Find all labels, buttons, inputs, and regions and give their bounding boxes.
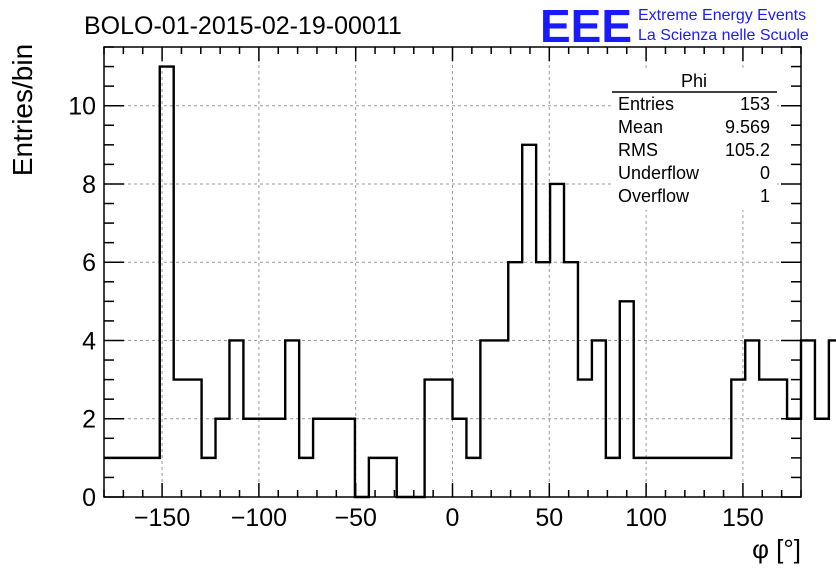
y-tick-label: 2 (82, 406, 96, 434)
x-tick-label: 0 (446, 504, 460, 532)
stats-value: 105.2 (725, 140, 770, 160)
logo-mark: EEE (540, 0, 632, 52)
y-tick-label: 4 (82, 327, 96, 355)
x-tick-labels: −150 −100 −50 0 50 100 150 (134, 504, 764, 532)
y-tick-labels: 0 2 4 6 8 10 (68, 93, 96, 512)
histogram-outline (104, 65, 836, 499)
stats-value: 9.569 (725, 117, 770, 137)
x-tick-label: 100 (625, 504, 667, 532)
stats-label: Underflow (618, 163, 700, 183)
x-tick-label: 150 (722, 504, 764, 532)
y-tick-label: 6 (82, 249, 96, 277)
x-axis-label: φ [°] (752, 534, 801, 564)
chart-title: BOLO-01-2015-02-19-00011 (84, 12, 402, 40)
stats-value: 0 (760, 163, 770, 183)
stats-value: 153 (740, 94, 770, 114)
y-tick-label: 10 (68, 93, 96, 121)
y-tick-label: 8 (82, 171, 96, 199)
y-axis-label: Entries/bin (7, 44, 38, 176)
logo-line-1: Extreme Energy Events (638, 7, 806, 24)
stats-title: Phi (681, 71, 707, 91)
axis-ticks (103, 46, 802, 498)
stats-value: 1 (760, 186, 770, 206)
stats-label: Entries (618, 94, 674, 114)
x-tick-label: −150 (134, 504, 190, 532)
logo-line-2: La Scienza nelle Scuole (638, 27, 809, 44)
stats-label: Mean (618, 117, 663, 137)
x-tick-label: −50 (334, 504, 376, 532)
stats-label: Overflow (618, 186, 690, 206)
y-tick-label: 0 (82, 484, 96, 512)
x-tick-label: 50 (535, 504, 563, 532)
stats-label: RMS (618, 140, 658, 160)
x-tick-label: −100 (231, 504, 287, 532)
stats-box: Phi Entries 153 Mean 9.569 RMS 105.2 Underflow… (612, 70, 777, 210)
